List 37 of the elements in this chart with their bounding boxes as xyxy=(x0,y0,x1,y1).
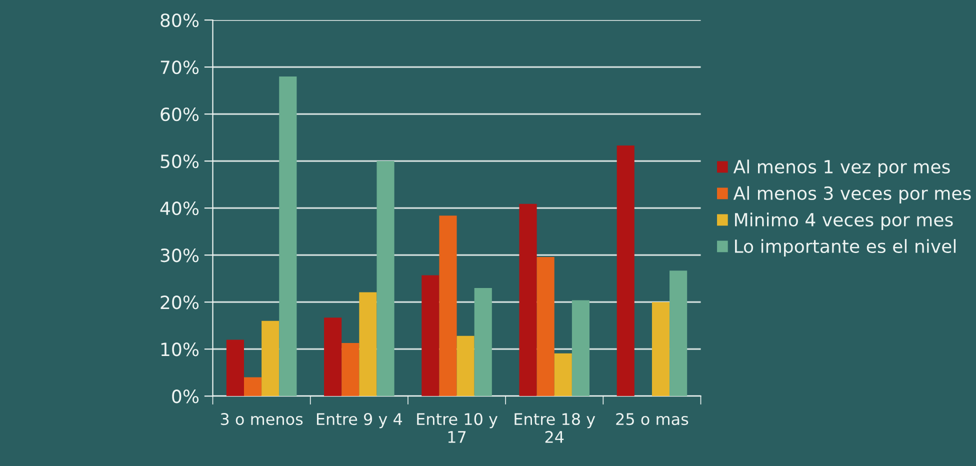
bar xyxy=(519,204,537,396)
y-tick-label: 50% xyxy=(160,154,199,168)
bar xyxy=(324,318,342,396)
bar xyxy=(536,256,554,396)
bar xyxy=(616,146,634,396)
y-tick-label: 10% xyxy=(161,342,199,356)
bar xyxy=(279,76,297,396)
bar xyxy=(554,353,572,396)
y-tick-label: 40% xyxy=(160,202,199,216)
bar xyxy=(342,342,360,396)
y-tick-label: 20% xyxy=(160,296,199,310)
x-tick-label: 3 o menos xyxy=(220,413,303,426)
x-tick-label: Entre 9 y 4 xyxy=(316,413,402,428)
y-tick-label: 70% xyxy=(160,60,199,74)
bar xyxy=(359,292,377,396)
x-tick-label: Entre 10 y 17 xyxy=(417,413,498,443)
legend-label: Minimo 4 veces por mes xyxy=(735,212,953,230)
y-tick-label: 30% xyxy=(160,248,199,262)
bar xyxy=(244,377,262,396)
bar xyxy=(652,302,670,396)
y-tick-label: 80% xyxy=(160,13,199,28)
bar xyxy=(670,270,688,396)
bar xyxy=(376,161,394,396)
bar xyxy=(262,320,280,396)
bar xyxy=(439,216,457,396)
bar xyxy=(422,275,440,396)
x-tick-label: Entre 18 y 24 xyxy=(514,413,596,443)
bar xyxy=(474,288,492,396)
y-tick-label: 60% xyxy=(160,108,199,122)
legend-label: Al menos 3 veces por mes xyxy=(733,186,971,204)
x-tick-label: 25 o mas xyxy=(616,413,688,426)
legend-label: Lo importante es el nivel xyxy=(735,239,956,257)
bar xyxy=(572,300,590,396)
bar xyxy=(226,340,244,396)
y-tick-label: 0% xyxy=(172,390,199,404)
bar xyxy=(456,336,474,396)
legend-label: Al menos 1 vez por mes xyxy=(733,160,950,178)
